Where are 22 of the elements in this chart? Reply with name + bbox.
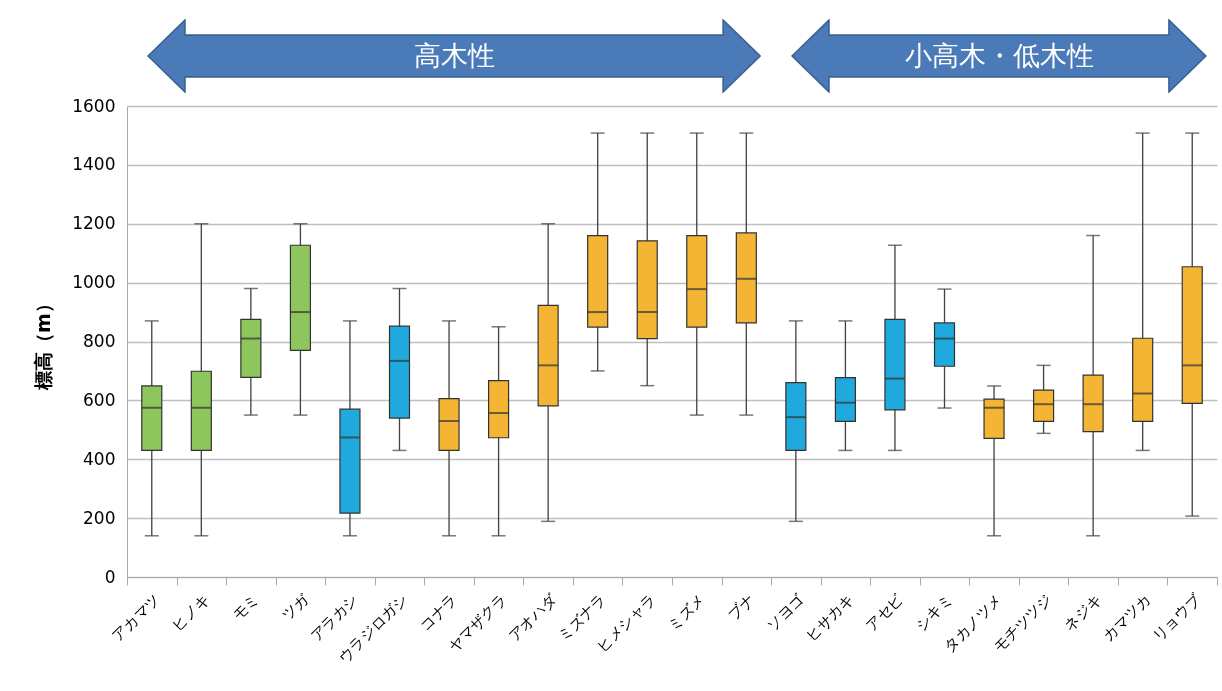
y-tick-label: 600 [83,389,116,410]
text: 高木性 [412,39,496,73]
y-tick-label: 1000 [72,272,116,293]
y-tick-label: 1200 [72,213,116,234]
x-tick-label: モミ [228,590,263,625]
x-tick-label: ヒノキ [168,590,214,635]
x-tick-label: ヒサカキ [802,590,858,646]
x-tick-label: シキミ [911,590,957,635]
x-tick-label: アセビ [862,589,908,635]
y-axis-title: 標高（m） [32,294,55,391]
y-tick-label: 0 [104,566,116,587]
y-tick-label: 1600 [72,95,116,116]
x-tick-label: ミズメ [664,590,709,635]
x-tick-label: アカマツ [108,590,164,646]
y-tick-label: 800 [83,331,116,351]
y-tick-label: 200 [83,507,116,528]
y-tick-label: 1400 [72,154,116,175]
x-tick-label: ブナ [724,590,759,625]
text: 小高木・低木性 [903,39,1095,73]
y-tick-label: 400 [83,448,116,469]
x-tick-label: アオハダ [504,589,561,646]
x-tick-label: ツガ [278,589,313,625]
